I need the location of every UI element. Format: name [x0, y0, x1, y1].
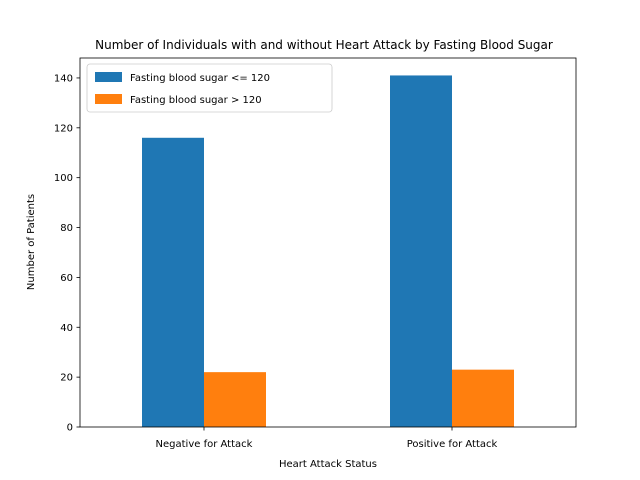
chart-title: Number of Individuals with and without H… [95, 38, 553, 52]
legend-box [86, 63, 333, 113]
y-tick-label: 100 [54, 173, 73, 184]
bar-series-2-1 [204, 372, 266, 427]
y-tick-label: 120 [54, 123, 73, 134]
x-tick-label: Positive for Attack [407, 439, 498, 450]
y-tick-label: 40 [60, 323, 73, 334]
legend-swatch-1 [95, 72, 122, 82]
bar-series-2-2 [452, 369, 514, 427]
x-tick-label: Negative for Attack [156, 439, 253, 450]
legend-swatch-2 [95, 94, 122, 104]
bar-series-1-2 [390, 75, 452, 428]
y-tick-label: 140 [54, 73, 73, 84]
axes-frame [79, 57, 577, 428]
bar-series-1-1 [142, 137, 204, 427]
y-tick-label: 60 [60, 273, 73, 284]
y-axis-label: Number of Patients [26, 194, 37, 290]
y-tick-label: 80 [60, 223, 73, 234]
legend: Fasting blood sugar <= 120 Fasting blood … [86, 63, 333, 113]
legend-label-2: Fasting blood sugar > 120 [130, 95, 262, 106]
legend-label-1: Fasting blood sugar <= 120 [130, 73, 270, 84]
x-axis-label: Heart Attack Status [279, 459, 377, 470]
y-tick-label: 0 [67, 423, 73, 434]
plot-area: 0 20 40 60 80 100 120 140 Negative for Attack Pos… [54, 57, 577, 450]
y-tick-label: 20 [60, 373, 73, 384]
